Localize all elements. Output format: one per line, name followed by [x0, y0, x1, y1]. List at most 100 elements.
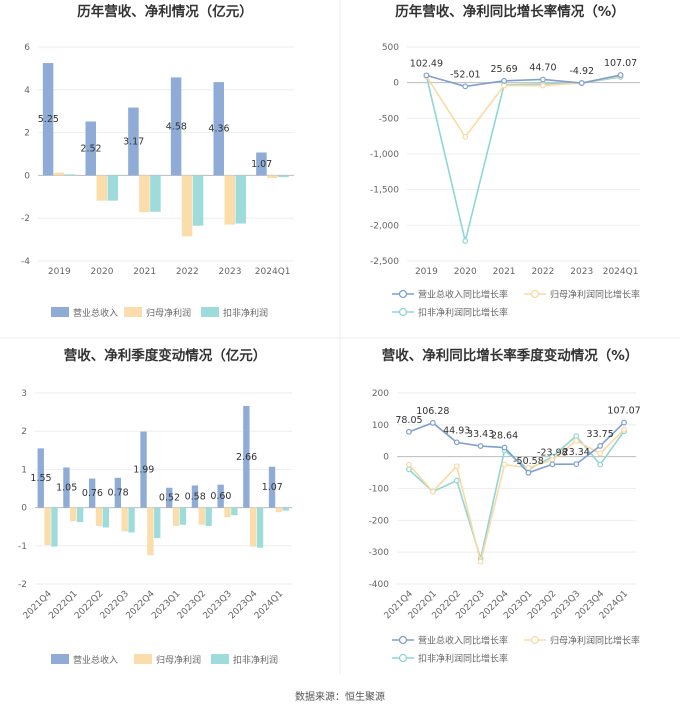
bar-扣非净利润-2022Q4: [154, 507, 161, 539]
data-label: 0.52: [159, 493, 180, 504]
x-tick-label: 2021: [133, 267, 156, 277]
series-point-营业总收入同比增长率: [462, 83, 469, 90]
bar-归母净利润-2022Q3: [121, 507, 128, 532]
x-tick-label: 2020: [91, 267, 114, 277]
bar-扣非净利润-2019: [64, 174, 76, 176]
legend-swatch: [211, 654, 229, 664]
y-tick-label: 2: [24, 129, 30, 139]
series-point-扣非净利润同比增长率: [406, 466, 412, 473]
x-tick-label: 2024Q1: [255, 267, 291, 277]
y-tick-label: 0: [21, 504, 27, 514]
bar-归母净利润-2021Q4: [44, 507, 51, 546]
y-tick-label: -1,000: [370, 150, 399, 160]
series-point-营业总收入同比增长率: [501, 444, 508, 451]
chart-panel-3: 营收、净利季度变动情况（亿元）-2-101232021Q42022Q12022Q…: [18, 347, 292, 666]
series-line-扣非净利润同比增长率: [425, 75, 621, 242]
bar-营业总收入-2023Q2: [191, 485, 199, 508]
data-label: 1.07: [262, 482, 283, 493]
bar-扣非净利润-2024Q1: [278, 175, 289, 178]
y-tick-label: 500: [382, 43, 399, 53]
x-tick-label: 2021: [493, 267, 516, 277]
bar-营业总收入-2022Q4: [140, 431, 147, 508]
data-label: 2.52: [80, 143, 101, 154]
data-label: 3.17: [123, 136, 144, 147]
legend-swatch-point: [398, 635, 408, 645]
y-tick-label: -2: [18, 580, 27, 590]
bar-营业总收入-2022Q1: [63, 467, 70, 508]
data-label: 33.43: [467, 429, 494, 440]
bar-扣非净利润-2022: [192, 175, 204, 226]
data-label: 44.93: [443, 425, 470, 436]
data-label: 107.07: [607, 406, 640, 417]
bar-归母净利润-2023Q4: [250, 507, 257, 547]
legend-swatch-point: [530, 635, 540, 645]
legend-swatch-point: [398, 289, 408, 299]
data-label: -50.58: [513, 456, 544, 467]
y-tick-label: -1: [18, 542, 27, 552]
y-tick-label: 200: [372, 389, 389, 399]
series-line-归母净利润同比增长率: [425, 75, 621, 139]
bar-营业总收入-2023: [213, 82, 224, 176]
series-point-营业总收入同比增长率: [423, 72, 430, 79]
y-tick-label: -2,500: [370, 257, 399, 267]
legend-label: 扣非净利润: [223, 307, 268, 319]
bar-扣非净利润-2021Q4: [51, 507, 58, 547]
x-tick-label: 2023: [570, 267, 593, 277]
legend-swatch: [134, 654, 152, 664]
series-point-营业总收入同比增长率: [501, 77, 507, 84]
chart-title: 营收、净利季度变动情况（亿元）: [64, 347, 267, 364]
series-line-营业总收入同比增长率: [426, 74, 621, 88]
data-label: 2.66: [236, 452, 257, 463]
legend-swatch-point: [398, 653, 408, 663]
bar-扣非净利润-2023Q4: [256, 507, 264, 548]
bar-扣非净利润-2023: [235, 175, 246, 224]
x-tick-label: 2023: [219, 267, 242, 277]
y-tick-label: 1: [21, 465, 27, 475]
y-tick-label: 0: [24, 171, 30, 181]
series-point-营业总收入同比增长率: [429, 419, 436, 426]
legend-swatch: [51, 307, 69, 317]
chart-title: 营收、净利同比增长率季度变动情况（%）: [382, 347, 639, 364]
series-point-营业总收入同比增长率: [621, 419, 627, 426]
series-point-扣非净利润同比增长率: [597, 461, 604, 468]
bar-扣非净利润-2020: [107, 175, 118, 201]
bar-扣非净利润-2023Q1: [179, 507, 187, 525]
legend-label: 归母净利润同比增长率: [550, 635, 640, 647]
bar-归母净利润-2024Q1: [267, 175, 278, 178]
series-point-营业总收入同比增长率: [573, 461, 580, 467]
bar-归母净利润-2022: [181, 175, 193, 237]
bar-归母净利润-2023Q3: [224, 507, 231, 518]
series-point-归母净利润同比增长率: [429, 488, 436, 495]
bar-归母净利润-2022Q1: [70, 507, 77, 521]
data-label: 102.49: [410, 58, 443, 69]
series-point-营业总收入同比增长率: [477, 443, 484, 449]
data-label: 107.07: [604, 58, 637, 69]
y-tick-label: -2: [21, 214, 30, 224]
data-label: 4.36: [208, 124, 229, 135]
bar-营业总收入-2024Q1: [256, 152, 267, 176]
series-point-营业总收入同比增长率: [453, 439, 460, 446]
chart-title: 历年营收、净利情况（亿元）: [77, 3, 253, 20]
y-tick-label: 0: [383, 453, 389, 463]
y-tick-label: 100: [372, 421, 389, 431]
y-tick-label: -300: [369, 548, 390, 558]
data-label: 0.78: [108, 488, 129, 499]
chart-panel-2: 历年营收、净利同比增长率情况（%） -2,500 -2,000 -1,500 -1,00…: [370, 3, 640, 319]
data-label: -4.92: [569, 66, 594, 77]
y-tick-label: -100: [369, 485, 390, 495]
legend-label: 扣非净利润同比增长率: [418, 653, 508, 665]
x-tick-label: 2022: [531, 267, 554, 277]
bar-营业总收入-2022Q3: [114, 477, 122, 508]
y-tick-label: -400: [369, 580, 390, 590]
series-point-归母净利润同比增长率: [597, 450, 604, 457]
x-tick-label: 2020: [454, 267, 477, 277]
data-label: 44.70: [529, 62, 556, 73]
y-tick-label: -500: [379, 114, 400, 124]
series-point-归母净利润同比增长率: [477, 558, 484, 565]
data-label: 1.05: [56, 483, 77, 494]
data-label: 23.34: [563, 447, 590, 458]
bar-归母净利润-2022Q4: [147, 507, 154, 556]
y-tick-label: 0: [393, 79, 399, 89]
bar-归母净利润-2023Q1: [172, 507, 180, 526]
